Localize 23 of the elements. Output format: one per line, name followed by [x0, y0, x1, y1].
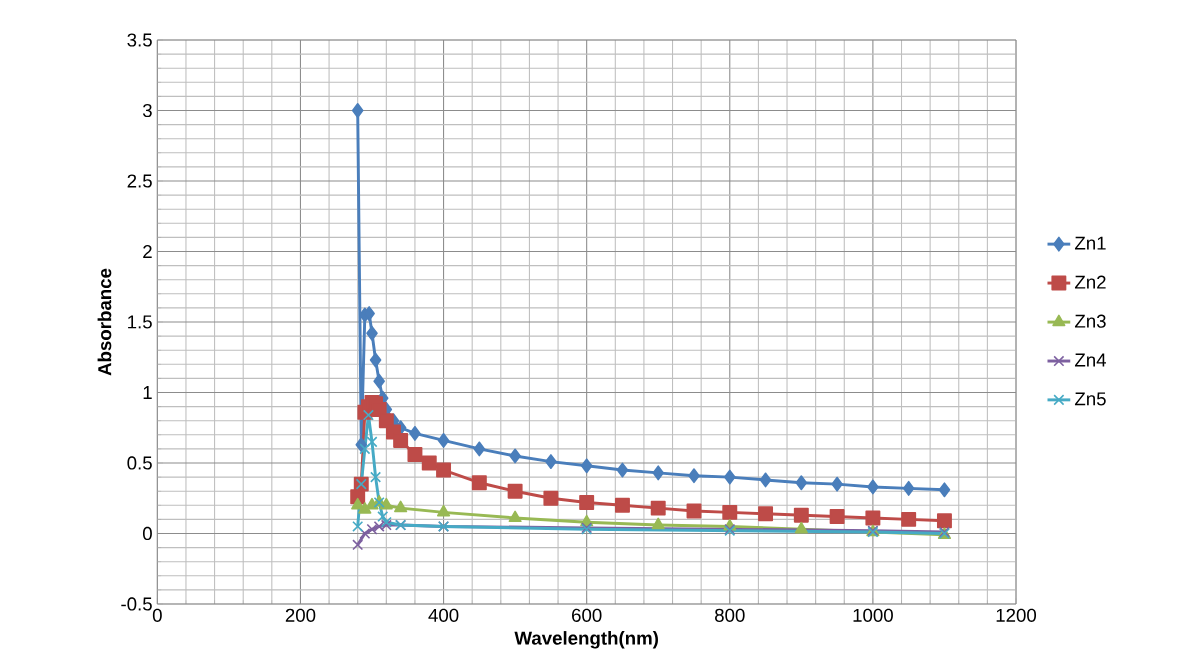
y-tick-label: 3.5 — [127, 33, 152, 47]
x-tick-label: 600 — [572, 608, 602, 622]
y-tick-label: 2.5 — [127, 174, 152, 188]
x-tick-label: 800 — [715, 608, 745, 622]
x-tick-label: 0 — [152, 608, 162, 622]
legend-label: Zn3 — [1074, 314, 1106, 328]
y-tick-label: 0 — [142, 526, 152, 540]
x-axis-title: Wavelength(nm) — [514, 630, 658, 649]
legend-label: Zn1 — [1074, 236, 1106, 250]
y-axis-title: Absorbance — [97, 268, 112, 376]
legend-label: Zn5 — [1074, 392, 1106, 406]
y-tick-label: 1.5 — [128, 315, 152, 329]
y-tick-label: 2 — [143, 244, 152, 258]
y-tick-label: 3 — [142, 103, 152, 117]
x-tick-label: 1000 — [853, 608, 893, 622]
x-tick-label: 400 — [428, 608, 459, 622]
legend-label: Zn4 — [1074, 353, 1106, 367]
legend-label: Zn2 — [1074, 275, 1106, 289]
y-tick-label: 0.5 — [127, 456, 152, 470]
y-tick-label: -0.5 — [121, 597, 152, 611]
x-tick-label: 1200 — [996, 608, 1037, 622]
x-tick-label: 200 — [285, 608, 316, 622]
y-tick-label: 1 — [143, 385, 152, 399]
